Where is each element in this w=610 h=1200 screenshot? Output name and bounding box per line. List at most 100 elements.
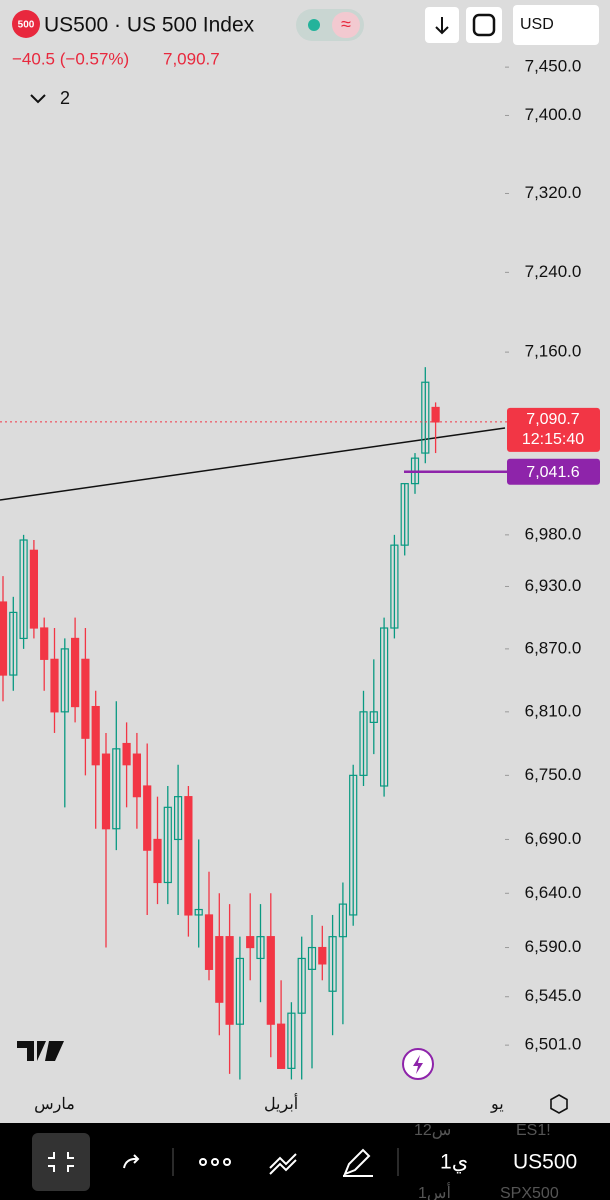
candle-body	[390, 544, 399, 629]
market-dot	[308, 19, 320, 31]
candle-body	[246, 936, 255, 949]
toolbar	[0, 1123, 610, 1200]
x-tick-label: أبريل	[264, 1093, 298, 1113]
alert-label: 7,041.6	[526, 464, 579, 481]
indicator-count: 2	[60, 88, 70, 108]
symbol-title[interactable]: US500 · US 500 Index	[44, 14, 255, 37]
candle-body	[81, 658, 90, 739]
y-tick-label: 7,320.0	[525, 183, 582, 202]
candle-body	[431, 406, 440, 423]
candle-body	[40, 627, 49, 660]
candle-body	[235, 957, 244, 1025]
candle-body	[328, 936, 337, 992]
candle-body	[215, 936, 224, 1003]
interval-button[interactable]: 1ي	[440, 1151, 468, 1174]
candle-body	[19, 539, 28, 640]
candle-body	[380, 627, 389, 787]
candle-body	[421, 381, 430, 454]
candle-body	[359, 711, 368, 776]
y-tick-label: 7,450.0	[525, 57, 582, 76]
candle-body	[297, 957, 306, 1014]
layout-button[interactable]	[466, 7, 502, 43]
x-tick-label: مارس	[34, 1096, 75, 1113]
currency-button[interactable]	[513, 5, 599, 45]
candle-body	[277, 1023, 286, 1069]
candle-body	[112, 748, 121, 830]
candle-body	[122, 742, 131, 766]
candle-body	[349, 774, 358, 916]
candle-body	[174, 796, 183, 841]
candle-body	[318, 946, 327, 965]
candle-body	[70, 637, 80, 708]
y-tick-label: 6,590.0	[525, 937, 582, 956]
badge-text: 500	[18, 20, 35, 31]
last-price-box	[507, 407, 600, 452]
logo	[17, 1041, 64, 1061]
plot: 6,501.0 6,545.0 6,590.0 6,640.0 6,690.0 6,750…	[0, 57, 600, 1113]
y-tick-label: 6,980.0	[525, 524, 582, 543]
candle-body	[369, 711, 378, 723]
y-tick-label: 6,640.0	[525, 883, 582, 902]
settings-icon[interactable]	[550, 1094, 568, 1114]
last-price: 7,090.7	[163, 49, 220, 68]
last-price-label: 7,090.7	[526, 411, 579, 428]
y-tick-label: 6,870.0	[525, 638, 582, 657]
square-icon	[472, 13, 496, 37]
y-tick-label: 7,240.0	[525, 262, 582, 281]
candle-body	[307, 946, 317, 970]
y-tick-label: 6,750.0	[525, 765, 582, 784]
candle-body	[225, 936, 234, 1025]
candle-body	[9, 611, 18, 676]
y-tick-label: 6,501.0	[525, 1035, 582, 1054]
y-tick-label: 7,400.0	[525, 105, 582, 124]
fullscreen-button[interactable]	[32, 1133, 90, 1191]
candle-body	[184, 796, 193, 916]
pen-button[interactable]	[343, 1148, 373, 1177]
candle-body	[287, 1012, 296, 1069]
y-tick-label: 6,545.0	[525, 986, 582, 1005]
trend-line[interactable]	[0, 427, 506, 501]
symbol-badge[interactable]	[12, 10, 40, 38]
alert-box	[507, 458, 600, 485]
candle-body	[50, 658, 59, 713]
y-tick-label: 6,930.0	[525, 576, 582, 595]
y-tick-label: 6,810.0	[525, 701, 582, 720]
y-tick-label: 7,160.0	[525, 342, 582, 361]
faded-interval: 12س	[414, 1122, 451, 1139]
lightning-icon	[413, 1055, 423, 1074]
faded-interval: 1أس	[418, 1182, 451, 1200]
candle-body	[163, 806, 172, 884]
symbol-button[interactable]: US500	[513, 1151, 577, 1174]
candle-body	[0, 601, 8, 676]
arrow-icon	[435, 17, 449, 35]
candle-body	[143, 785, 152, 851]
faded-symbol: ES1!	[516, 1122, 551, 1139]
candle-body	[132, 753, 141, 798]
currency: USD	[520, 16, 554, 33]
delay-glyph: ≈	[341, 14, 351, 34]
countdown: 12:15:40	[522, 431, 584, 448]
y-tick-label: 6,690.0	[525, 829, 582, 848]
candle-body	[91, 705, 100, 766]
candle-body	[338, 903, 347, 938]
candle-body	[400, 483, 409, 546]
price-change: −40.5 (−0.57%)	[12, 49, 129, 68]
collapse-icon	[48, 1152, 74, 1172]
redo-button[interactable]	[123, 1154, 140, 1169]
candle-body	[60, 648, 69, 713]
candle-body	[153, 838, 162, 884]
delay-icon	[332, 12, 360, 38]
candle-body	[101, 753, 111, 830]
candle-body	[194, 908, 203, 916]
x-tick-label: يو	[490, 1096, 504, 1113]
candle-body	[204, 914, 214, 970]
collapse-icon[interactable]	[30, 94, 46, 104]
faded-symbol: SPX500	[500, 1185, 559, 1200]
candle-body	[29, 549, 38, 629]
brush-button[interactable]	[269, 1153, 297, 1175]
more-button[interactable]	[199, 1158, 231, 1166]
candle-body	[256, 936, 265, 960]
candle-body	[266, 936, 275, 1025]
